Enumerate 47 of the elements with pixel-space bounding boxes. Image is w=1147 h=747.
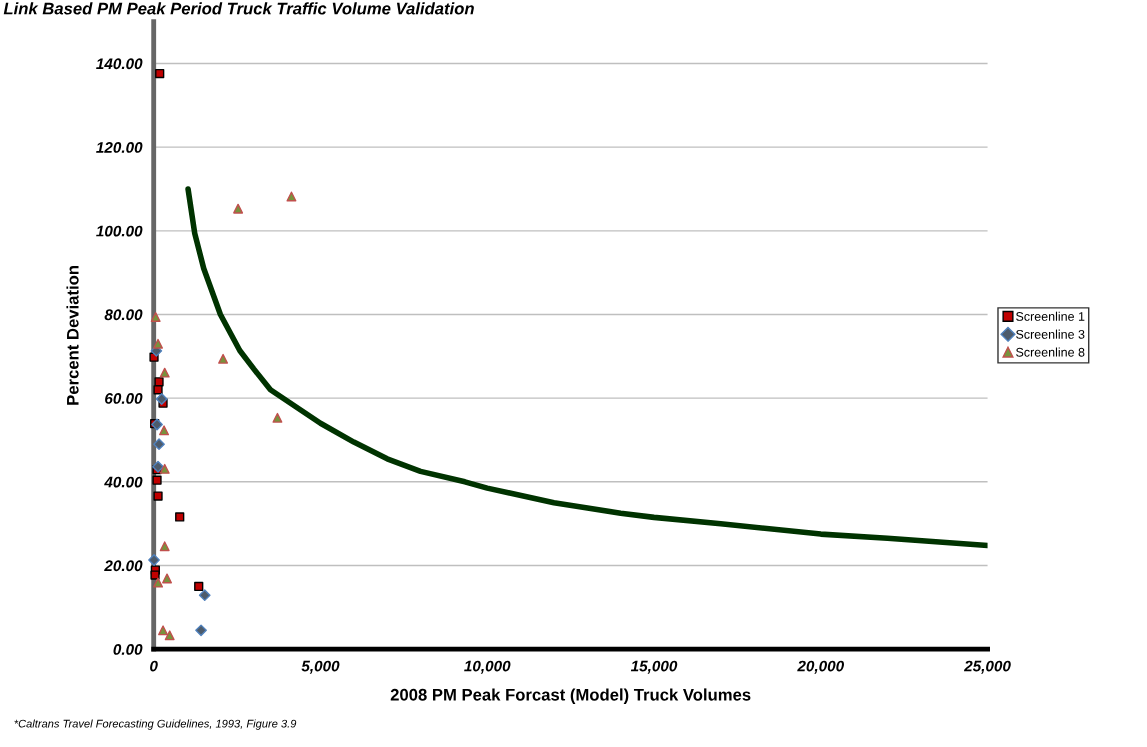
point	[153, 577, 164, 588]
x-tick-label: 0	[150, 660, 158, 672]
legend-label: Screenline 3	[1016, 329, 1085, 339]
y-tick-label: 60.00	[105, 393, 143, 404]
point	[159, 367, 170, 378]
point	[195, 624, 207, 637]
point	[152, 475, 162, 485]
y-tick-label: 120.00	[96, 142, 143, 153]
legend-label: Screenline 1	[1016, 311, 1085, 321]
x-axis-title: 2008 PM Peak Forcast (Model) Truck Volumes	[390, 688, 751, 704]
y-tick-label: 100.00	[96, 225, 143, 237]
point	[198, 589, 211, 602]
point	[153, 438, 165, 451]
point	[218, 353, 229, 364]
y-tick-label: 40.00	[104, 476, 143, 488]
x-tick-label: 10,000	[464, 660, 511, 674]
point	[150, 312, 161, 322]
y-tick-label: 20.00	[104, 560, 143, 572]
point	[148, 554, 160, 566]
point	[194, 581, 204, 592]
x-tick-label: 25,000	[963, 660, 1011, 674]
x-tick-label: 5,000	[301, 660, 340, 674]
chart-title: Link Based PM Peak Period Truck Traffic Volume Validation	[3, 2, 474, 15]
point	[155, 68, 165, 79]
x-tick-label: 20,000	[797, 660, 845, 674]
point	[152, 460, 164, 473]
point	[159, 541, 170, 552]
point	[164, 630, 175, 641]
point	[150, 570, 160, 580]
point	[153, 338, 164, 349]
point	[159, 425, 170, 436]
point	[154, 377, 164, 387]
y-axis-title: Percent Deviation	[66, 266, 79, 405]
x-tick-label: 15,000	[630, 660, 678, 674]
text: *Caltrans Travel Forecasting Guidelines, 1993, Figure 3.9	[14, 719, 297, 730]
y-tick-label: 0.00	[113, 644, 143, 655]
point	[159, 463, 170, 474]
point	[153, 385, 163, 395]
y-tick-label: 80.00	[104, 309, 143, 321]
legend-label: Screenline 8	[1016, 347, 1085, 357]
point	[272, 412, 283, 423]
y-tick-label: 140.00	[96, 58, 143, 70]
point	[175, 512, 185, 522]
point	[155, 393, 168, 405]
point	[233, 203, 244, 214]
point	[158, 625, 169, 636]
point	[153, 491, 163, 501]
